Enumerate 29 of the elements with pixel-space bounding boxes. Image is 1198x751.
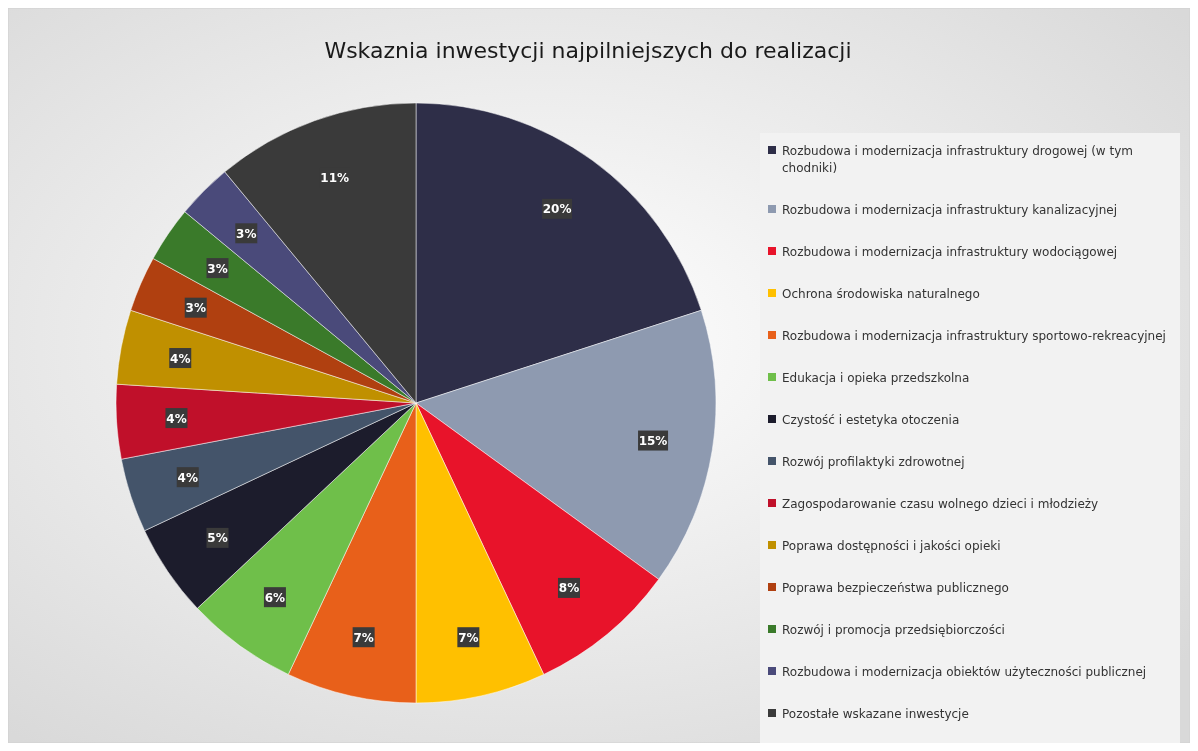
legend-label: Rozbudowa i modernizacja obiektów użyteczności publicznej	[782, 665, 1147, 679]
legend-label: Rozbudowa i modernizacja infrastruktury wodociągowej	[782, 245, 1118, 259]
legend-label: Edukacja i opieka przedszkolna	[782, 371, 970, 385]
data-label: 7%	[458, 630, 479, 645]
data-label: 4%	[177, 470, 198, 485]
legend-label: Rozbudowa i modernizacja infrastruktury drogowej (w tym chodniki)	[782, 144, 1133, 175]
data-label: 5%	[207, 531, 228, 546]
data-label: 20%	[542, 202, 572, 217]
data-label: 15%	[638, 434, 668, 449]
legend-label: Rozwój i promocja przedsiębiorczości	[782, 623, 1005, 637]
legend-label: Rozwój profilaktyki zdrowotnej	[782, 455, 965, 469]
data-label: 11%	[320, 170, 350, 185]
chart-title: Wskaznia inwestycji najpilniejszych do realizacji	[324, 38, 852, 63]
data-label: 4%	[166, 411, 187, 426]
legend-label: Poprawa bezpieczeństwa publicznego	[782, 581, 1009, 595]
legend-label: Zagospodarowanie czasu wolnego dzieci i młodzieży	[782, 497, 1099, 511]
legend-label: Rozbudowa i modernizacja infrastruktury sportowo-rekreacyjnej	[782, 329, 1166, 343]
legend-label: Ochrona środowiska naturalnego	[782, 287, 980, 301]
data-label: 3%	[185, 301, 206, 316]
data-label: 3%	[236, 226, 257, 241]
data-label: 8%	[558, 581, 580, 596]
legend-label: Poprawa dostępności i jakości opieki	[782, 539, 1001, 553]
data-label: 4%	[170, 351, 191, 366]
legend-label: Pozostałe wskazane inwestycje	[782, 707, 969, 721]
data-label: 3%	[207, 261, 228, 276]
legend-label: Rozbudowa i modernizacja infrastruktury kanalizacyjnej	[782, 203, 1117, 217]
legend-label: Czystość i estetyka otoczenia	[782, 413, 960, 427]
data-label: 7%	[353, 630, 374, 645]
data-label: 6%	[264, 590, 286, 605]
